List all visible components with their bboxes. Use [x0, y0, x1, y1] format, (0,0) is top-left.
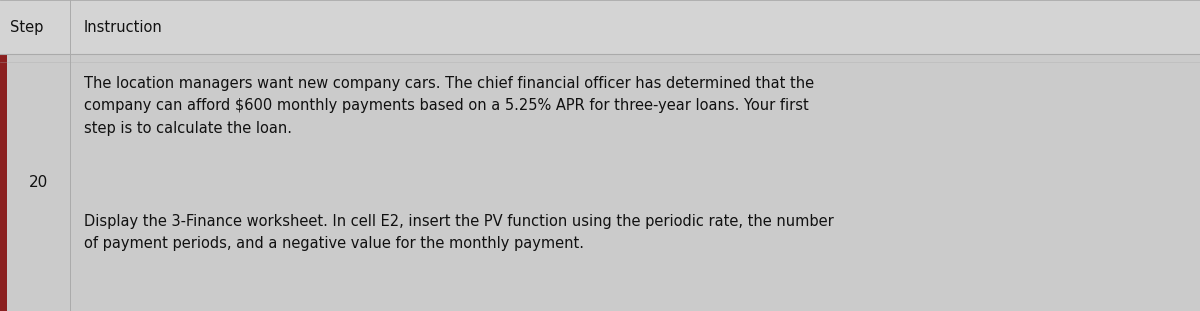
Text: The location managers want new company cars. The chief financial officer has det: The location managers want new company c…: [84, 76, 814, 136]
Bar: [0, 54, 7, 311]
Bar: [0, 0, 1200, 54]
Bar: [0, 54, 1200, 311]
Text: Step: Step: [10, 20, 43, 35]
Text: Instruction: Instruction: [84, 20, 163, 35]
Text: Display the 3-Finance worksheet. In cell E2, insert the PV function using the pe: Display the 3-Finance worksheet. In cell…: [84, 214, 834, 252]
Text: 20: 20: [29, 175, 48, 190]
